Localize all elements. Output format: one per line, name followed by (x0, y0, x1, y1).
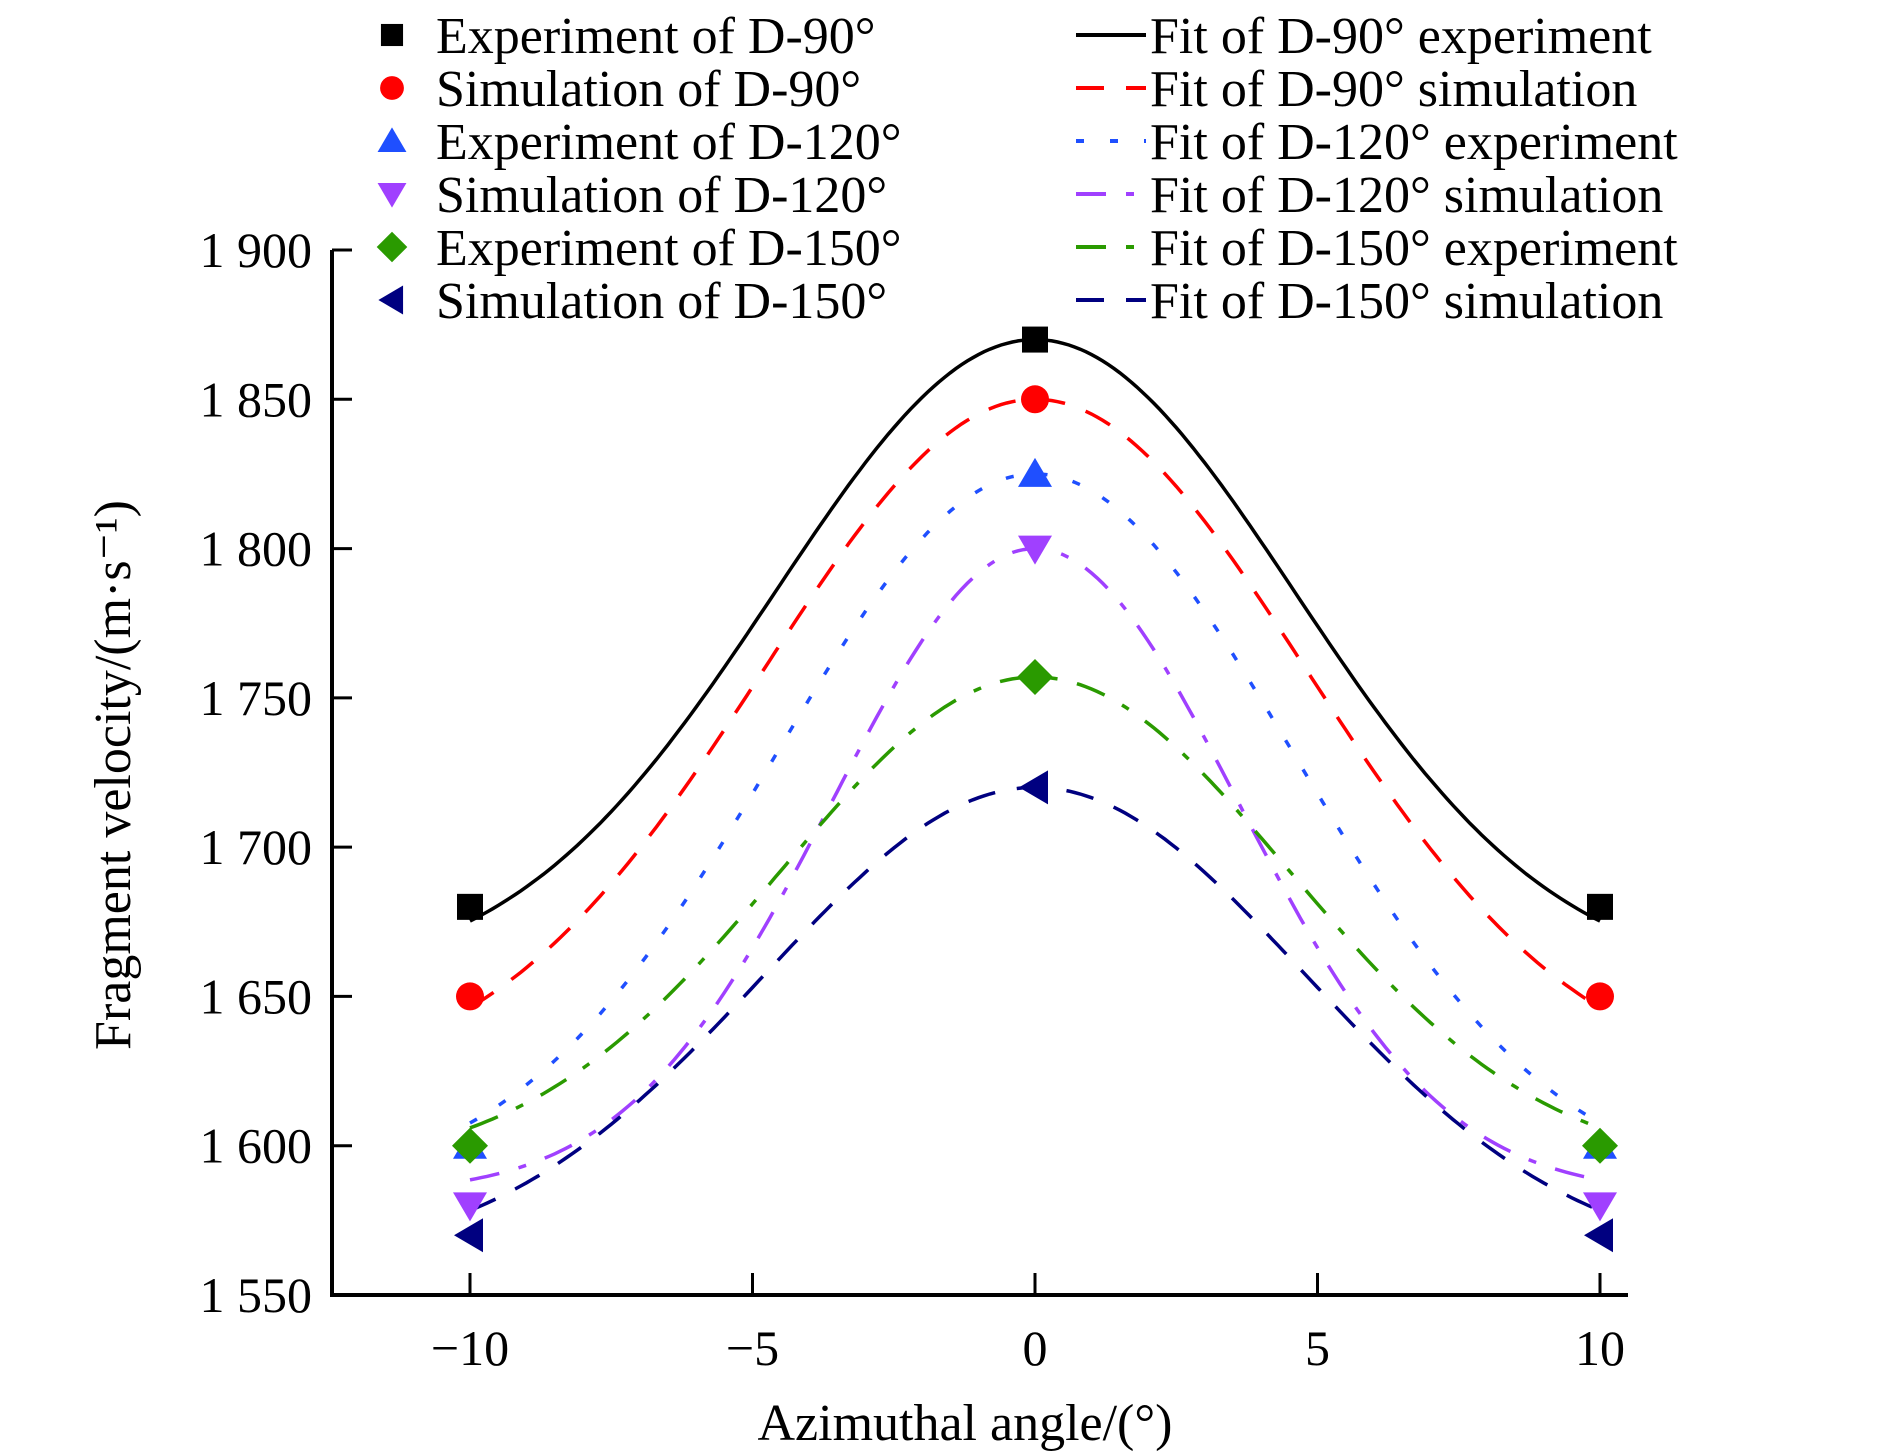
legend-label: Simulation of D-150° (436, 273, 887, 330)
data-point-square (457, 893, 483, 920)
legend-marker-diamond (376, 231, 408, 263)
legend-item: Fit of D-150° experiment (1076, 220, 1678, 277)
data-point-triangle-down (1583, 1192, 1617, 1222)
legend-marker-triangle-up (377, 127, 407, 153)
legend-marker-square (380, 23, 404, 47)
legend-marker-circle (380, 76, 404, 100)
y-tick-label: 1 850 (200, 371, 313, 427)
fit-curve-2 (469, 472, 1601, 1125)
x-tick-label: 0 (1023, 1320, 1048, 1376)
y-tick-label: 1 900 (200, 222, 313, 278)
y-tick-label: 1 550 (200, 1267, 313, 1323)
y-tick-label: 1 600 (200, 1118, 313, 1174)
data-point-diamond (1017, 658, 1053, 695)
legend-item: Experiment of D-120° (377, 114, 902, 171)
legend-label: Experiment of D-90° (436, 8, 876, 65)
legend-label: Experiment of D-120° (436, 114, 902, 171)
data-point-triangle-down (1018, 535, 1052, 565)
x-tick-label: 10 (1575, 1320, 1625, 1376)
legend-item: Fit of D-90° experiment (1076, 8, 1652, 65)
legend-label: Fit of D-120° simulation (1150, 167, 1663, 224)
legend-label: Fit of D-120° experiment (1150, 114, 1678, 171)
data-point-circle (1586, 982, 1614, 1011)
legend-item: Experiment of D-150° (376, 220, 902, 277)
data-point-square (1022, 326, 1048, 353)
axes: 1 550 1 600 1 650 1 700 1 750 1 800 1 850 1 900… (200, 222, 1628, 1376)
legend-label: Simulation of D-120° (436, 167, 887, 224)
fit-curve-4 (469, 675, 1601, 1130)
legend-marker-triangle-left (378, 285, 404, 315)
x-tick-label: 5 (1305, 1320, 1330, 1376)
data-point-triangle-left (1019, 770, 1048, 805)
legend-label: Simulation of D-90° (436, 61, 861, 118)
data-point-diamond (1582, 1127, 1618, 1164)
legend-label: Fit of D-90° simulation (1150, 61, 1637, 118)
legend-item: Simulation of D-120° (377, 167, 887, 224)
data-point-triangle-left (1584, 1218, 1613, 1253)
x-tick-label: −10 (431, 1320, 509, 1376)
legend-item: Simulation of D-90° (380, 61, 861, 118)
legend-label: Fit of D-90° experiment (1150, 8, 1652, 65)
legend-label: Fit of D-150° simulation (1150, 273, 1663, 330)
legend-label: Fit of D-150° experiment (1150, 220, 1678, 277)
y-tick-label: 1 800 (200, 521, 313, 577)
fit-curve-3 (469, 546, 1601, 1182)
legend-item: Fit of D-120° simulation (1076, 167, 1663, 224)
fit-curve-1 (469, 397, 1601, 1010)
data-point-square (1587, 893, 1613, 920)
y-tick-label: 1 650 (200, 968, 313, 1024)
y-axis-title: Fragment velocity/(m·s⁻¹) (85, 500, 142, 1050)
fit-curve-0 (469, 337, 1601, 923)
legend-marker-triangle-down (377, 182, 407, 208)
legend: Experiment of D-90°Simulation of D-90°Ex… (376, 8, 1678, 330)
legend-item: Fit of D-90° simulation (1076, 61, 1637, 118)
data-point-triangle-down (453, 1192, 487, 1222)
data-point-circle (1021, 385, 1049, 414)
legend-item: Fit of D-120° experiment (1076, 114, 1678, 171)
y-tick-label: 1 700 (200, 819, 313, 875)
data-point-diamond (452, 1127, 488, 1164)
legend-item: Fit of D-150° simulation (1076, 273, 1663, 330)
x-tick-label: −5 (726, 1320, 779, 1376)
x-axis-title: Azimuthal angle/(°) (758, 1395, 1173, 1452)
data-point-triangle-left (454, 1218, 483, 1253)
legend-item: Simulation of D-150° (378, 273, 887, 330)
data-points (452, 326, 1618, 1253)
data-point-triangle-up (1018, 457, 1052, 487)
legend-label: Experiment of D-150° (436, 220, 902, 277)
legend-item: Experiment of D-90° (380, 8, 876, 65)
data-point-circle (456, 982, 484, 1011)
y-tick-label: 1 750 (200, 670, 313, 726)
